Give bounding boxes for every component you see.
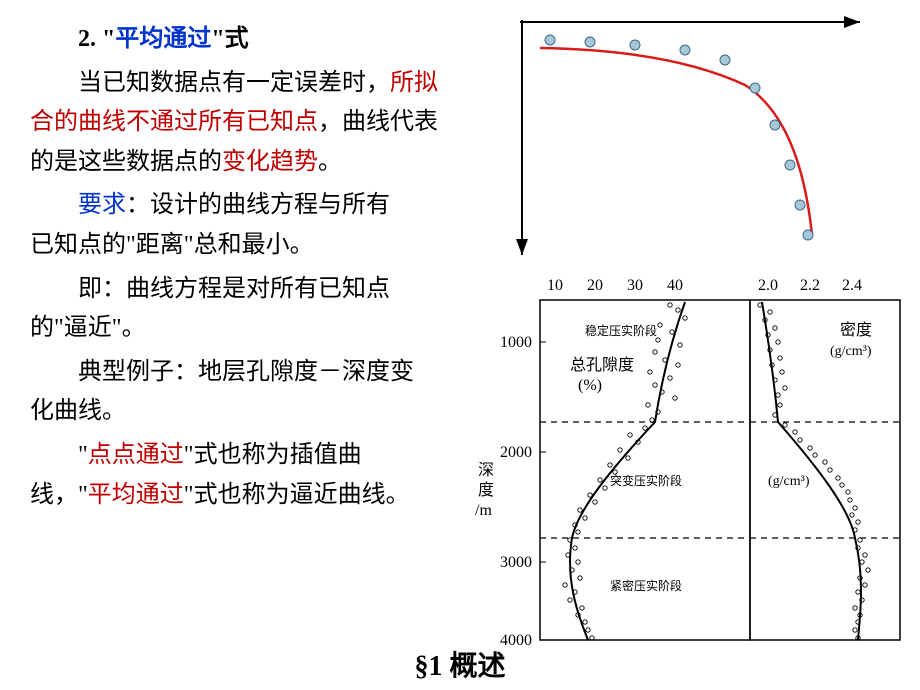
- svg-text:度: 度: [478, 481, 494, 499]
- p5e: "式也称为逼近曲线。: [184, 482, 410, 508]
- svg-text:2.4: 2.4: [842, 277, 862, 294]
- heading: 2. "平均通过"式: [30, 20, 460, 60]
- para-3: 即：曲线方程是对所有已知点的"逼近"。: [30, 270, 420, 349]
- para-req: 要求：设计的曲线方程与所有已知点的"距离"总和最小。: [30, 186, 390, 265]
- trend-curve-chart: [490, 10, 890, 260]
- svg-text:深: 深: [478, 461, 494, 479]
- para-4: 典型例子：地层孔隙度－深度变化曲线。: [30, 353, 420, 432]
- svg-text:(g/cm³): (g/cm³): [830, 344, 872, 359]
- lecture-text: 2. "平均通过"式 当已知数据点有一定误差时，所拟合的曲线不通过所有已知点，曲…: [30, 20, 460, 519]
- svg-text:/m: /m: [475, 502, 492, 519]
- svg-text:20: 20: [587, 277, 603, 294]
- req-label: 要求: [78, 192, 126, 218]
- svg-text:2.0: 2.0: [758, 277, 778, 294]
- p5b: 点点通过: [88, 442, 184, 468]
- svg-text:2000: 2000: [500, 444, 532, 461]
- svg-text:总孔隙度: 总孔隙度: [570, 356, 634, 374]
- svg-text:1000: 1000: [500, 334, 532, 351]
- svg-text:3000: 3000: [500, 554, 532, 571]
- para-5: "点点通过"式也称为插值曲线，"平均通过"式也称为逼近曲线。: [30, 436, 430, 515]
- p1e: 。: [318, 149, 342, 175]
- p1d: 变化趋势: [222, 149, 318, 175]
- section-title: §1 概述: [0, 644, 920, 684]
- p5a: ": [78, 442, 88, 468]
- svg-text:10: 10: [547, 277, 563, 294]
- heading-suffix: "式: [211, 26, 248, 52]
- svg-text:(g/cm³): (g/cm³): [768, 474, 810, 489]
- svg-text:40: 40: [667, 277, 683, 294]
- svg-text:2.2: 2.2: [800, 277, 820, 294]
- svg-text:突变压实阶段: 突变压实阶段: [610, 473, 682, 488]
- svg-text:紧密压实阶段: 紧密压实阶段: [610, 578, 682, 593]
- p5d: 平均通过: [88, 482, 184, 508]
- svg-text:(%): (%): [578, 377, 602, 394]
- svg-text:稳定压实阶段: 稳定压实阶段: [585, 323, 657, 338]
- p1a: 当已知数据点有一定误差时，: [78, 70, 390, 96]
- svg-text:密度: 密度: [840, 321, 872, 339]
- depth-profile-chart: 102030402.02.22.41000200030004000深度/m总孔隙…: [460, 270, 910, 650]
- para-1: 当已知数据点有一定误差时，所拟合的曲线不通过所有已知点，曲线代表的是这些数据点的…: [30, 64, 460, 183]
- heading-blue: 平均通过: [115, 26, 211, 52]
- svg-text:30: 30: [627, 277, 643, 294]
- heading-prefix: 2. ": [78, 26, 115, 52]
